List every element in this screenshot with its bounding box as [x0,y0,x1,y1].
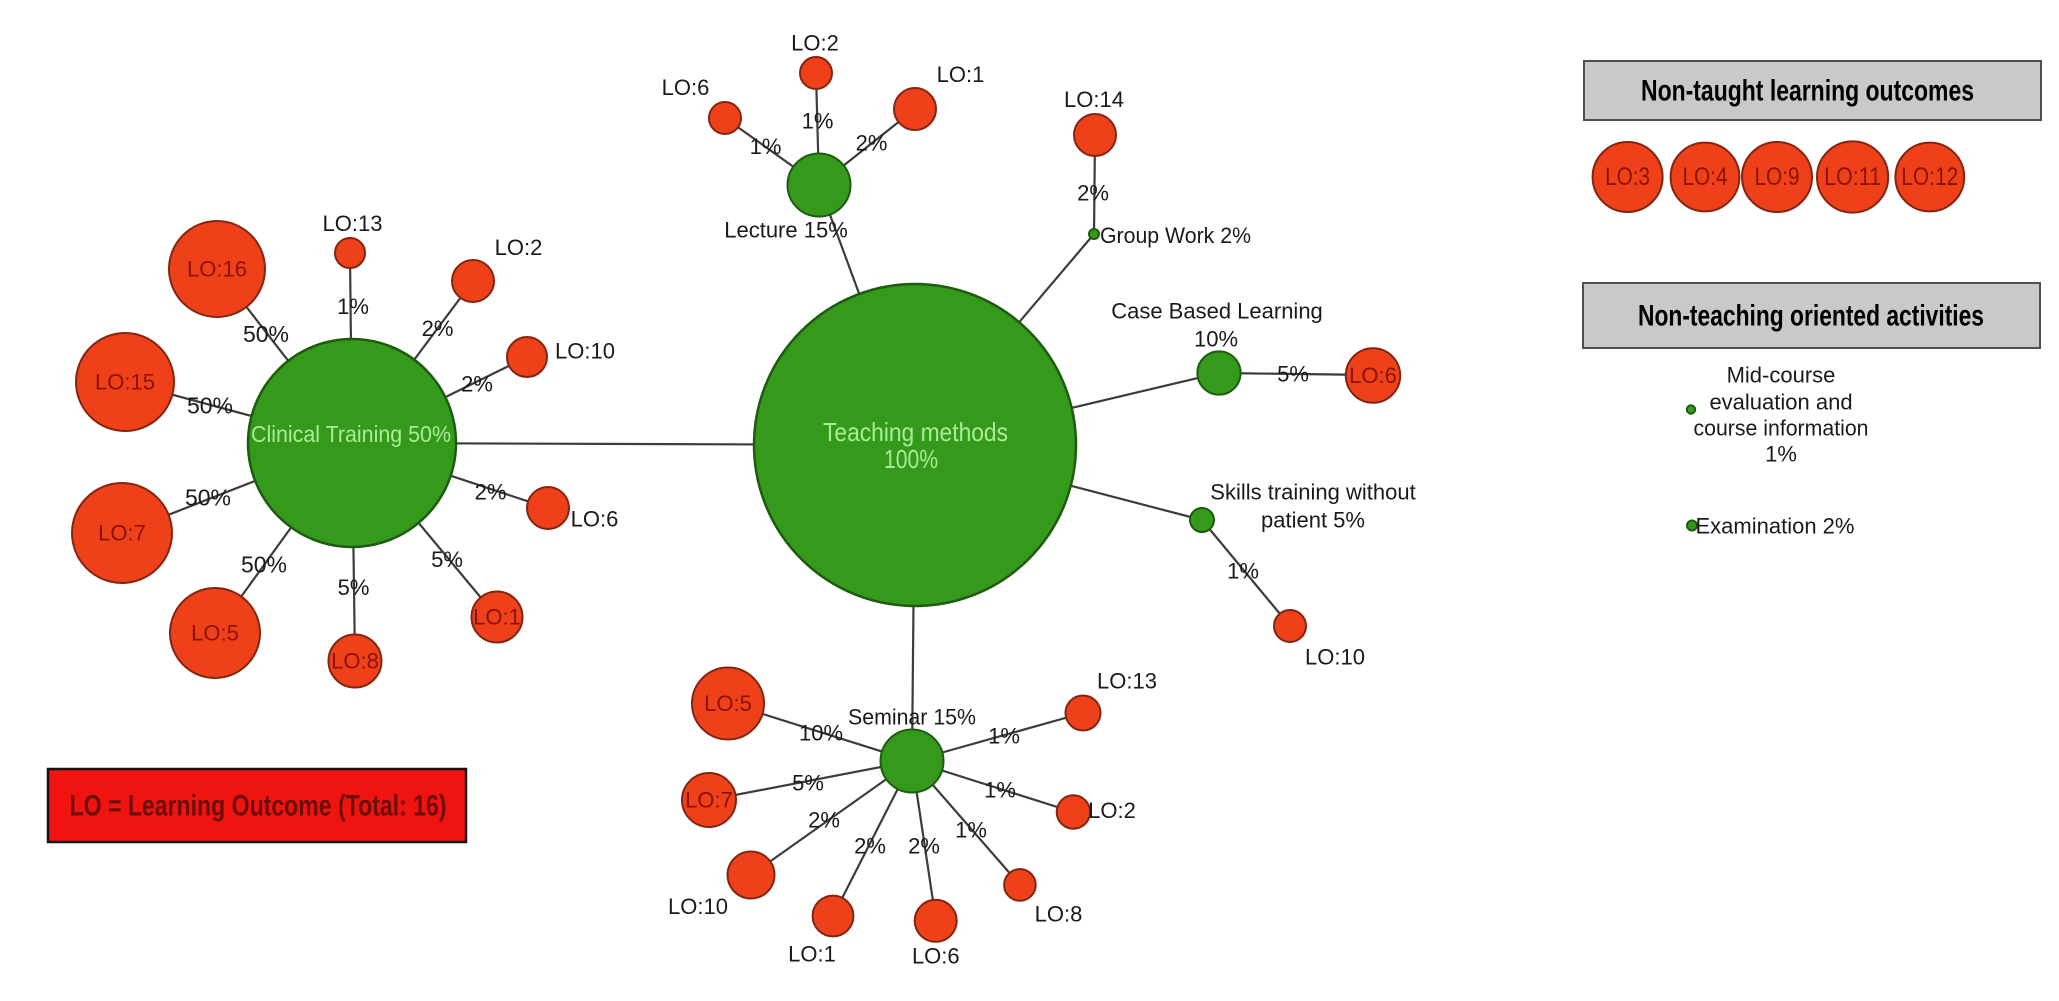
svg-text:50%: 50% [243,321,289,347]
svg-text:100%: 100% [884,444,938,474]
svg-text:1%: 1% [750,134,782,159]
svg-text:Non-taught learning outcomes: Non-taught learning outcomes [1641,75,1974,108]
svg-text:1%: 1% [1227,559,1259,584]
svg-text:1%: 1% [988,724,1020,749]
svg-text:LO:14: LO:14 [1064,87,1124,112]
svg-text:2%: 2% [475,480,507,505]
svg-text:5%: 5% [1277,362,1309,387]
svg-text:LO:10: LO:10 [555,339,615,364]
svg-text:LO:5: LO:5 [191,621,239,646]
svg-text:1%: 1% [984,778,1016,803]
svg-text:LO:6: LO:6 [571,507,619,532]
svg-text:LO:8: LO:8 [1035,901,1083,926]
svg-text:1%: 1% [955,818,987,843]
svg-text:LO:2: LO:2 [495,235,543,260]
svg-text:Examination 2%: Examination 2% [1696,514,1855,539]
svg-text:2%: 2% [908,834,940,859]
svg-text:Clinical Training 50%: Clinical Training 50% [251,421,451,447]
svg-text:LO:6: LO:6 [1349,363,1397,388]
svg-text:LO:10: LO:10 [1305,645,1365,670]
svg-text:Non-teaching oriented activiti: Non-teaching oriented activities [1638,300,1984,333]
svg-text:evaluation and: evaluation and [1709,390,1852,415]
svg-text:5%: 5% [792,771,824,796]
svg-text:LO:1: LO:1 [937,62,985,87]
svg-text:LO:10: LO:10 [668,894,728,919]
svg-text:10%: 10% [1194,327,1238,352]
svg-text:Case Based Learning: Case Based Learning [1111,299,1323,324]
svg-text:LO:1: LO:1 [473,605,521,630]
svg-text:LO:6: LO:6 [912,944,960,969]
svg-text:10%: 10% [799,721,843,746]
svg-text:course information: course information [1694,416,1869,441]
svg-text:Group Work 2%: Group Work 2% [1100,223,1251,248]
svg-text:LO:7: LO:7 [685,788,733,813]
svg-text:LO:8: LO:8 [331,649,379,674]
svg-text:50%: 50% [241,552,287,578]
svg-text:LO:13: LO:13 [1097,669,1157,694]
svg-text:LO:2: LO:2 [1088,798,1136,823]
svg-text:LO:3: LO:3 [1605,163,1650,191]
svg-text:LO:11: LO:11 [1824,163,1881,191]
svg-text:LO = Learning Outcome (Total:: LO = Learning Outcome (Total: 16) [70,790,447,823]
svg-text:Skills training without: Skills training without [1210,480,1415,505]
svg-text:LO:4: LO:4 [1683,163,1728,191]
svg-text:Lecture 15%: Lecture 15% [724,218,848,243]
svg-text:LO:9: LO:9 [1755,163,1800,191]
svg-text:2%: 2% [856,131,888,156]
svg-text:1%: 1% [337,294,369,319]
svg-text:2%: 2% [461,372,493,397]
svg-text:5%: 5% [431,547,463,572]
svg-text:Seminar 15%: Seminar 15% [848,705,976,730]
svg-text:Mid-course: Mid-course [1727,363,1836,388]
svg-text:LO:13: LO:13 [323,211,383,236]
svg-text:2%: 2% [1077,181,1109,206]
svg-text:LO:5: LO:5 [704,691,752,716]
svg-text:LO:1: LO:1 [788,942,836,967]
svg-text:LO:15: LO:15 [95,370,155,395]
svg-text:2%: 2% [854,834,886,859]
svg-text:Teaching methods: Teaching methods [823,417,1008,447]
svg-text:1%: 1% [802,109,834,134]
svg-text:50%: 50% [187,393,233,419]
svg-text:5%: 5% [338,575,370,600]
svg-text:LO:2: LO:2 [791,31,839,56]
svg-text:1%: 1% [1765,442,1797,467]
svg-text:LO:16: LO:16 [187,257,247,282]
svg-text:50%: 50% [185,485,231,511]
svg-text:LO:6: LO:6 [662,75,710,100]
svg-text:LO:12: LO:12 [1901,163,1958,191]
svg-text:LO:7: LO:7 [98,521,146,546]
svg-text:patient 5%: patient 5% [1261,508,1365,533]
svg-text:2%: 2% [422,316,454,341]
svg-text:2%: 2% [808,808,840,833]
